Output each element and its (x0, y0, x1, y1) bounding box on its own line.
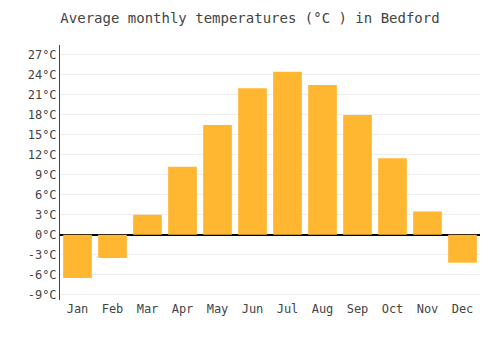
svg-text:0°C: 0°C (35, 228, 57, 242)
svg-text:Dec: Dec (452, 302, 474, 316)
svg-text:Jun: Jun (242, 302, 264, 316)
svg-text:Nov: Nov (417, 302, 439, 316)
svg-text:6°C: 6°C (35, 188, 57, 202)
svg-text:9°C: 9°C (35, 168, 57, 182)
svg-text:Apr: Apr (172, 302, 194, 316)
svg-text:Average monthly temperatures (: Average monthly temperatures (°C ) in Be… (60, 10, 439, 26)
svg-text:21°C: 21°C (28, 88, 57, 102)
svg-text:18°C: 18°C (28, 108, 57, 122)
svg-text:May: May (207, 302, 229, 316)
svg-text:Sep: Sep (347, 302, 369, 316)
svg-text:12°C: 12°C (28, 148, 57, 162)
svg-text:Feb: Feb (102, 302, 124, 316)
svg-text:Aug: Aug (312, 302, 334, 316)
svg-text:-3°C: -3°C (28, 248, 57, 262)
svg-text:Jul: Jul (277, 302, 299, 316)
svg-text:27°C: 27°C (28, 48, 57, 62)
svg-text:-9°C: -9°C (28, 288, 57, 302)
svg-text:3°C: 3°C (35, 208, 57, 222)
svg-text:Mar: Mar (137, 302, 159, 316)
svg-text:-6°C: -6°C (28, 268, 57, 282)
svg-text:24°C: 24°C (28, 68, 57, 82)
svg-text:Jan: Jan (67, 302, 89, 316)
svg-text:15°C: 15°C (28, 128, 57, 142)
svg-text:Oct: Oct (382, 302, 404, 316)
